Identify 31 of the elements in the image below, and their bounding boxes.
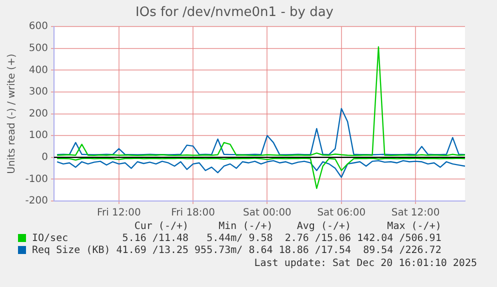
x-tick-label: Fri 12:00: [96, 208, 141, 219]
y-axis-title: Units read (-) / write (+): [6, 54, 18, 174]
x-tick-label: Sat 00:00: [243, 208, 292, 219]
text: 955.73m/ 8.64: [194, 244, 273, 256]
text: 18.86 /17.54: [278, 244, 352, 256]
text: 142.04 /506.91: [356, 232, 442, 244]
text: Last update: Sat Dec 20 16:01:10 2025: [254, 258, 477, 269]
text: Avg (-/+): [296, 220, 352, 232]
x-tick-label: Sat 06:00: [317, 208, 366, 219]
text: 89.54 /226.72: [362, 244, 442, 256]
y-tick-label: 600: [28, 21, 48, 32]
text: 41.69 /13.25: [115, 244, 189, 256]
legend-label: Req Size (KB): [31, 244, 110, 256]
text: 5.16 /11.48: [121, 232, 189, 244]
x-tick-label: Sat 12:00: [391, 208, 440, 219]
y-tick-label: 100: [28, 130, 48, 142]
text: 5.44m/ 9.58: [206, 232, 273, 244]
y-tick-label: 500: [28, 42, 48, 54]
legend-label: IO/sec: [31, 232, 70, 244]
text: Min (-/+): [218, 220, 273, 232]
y-tick-label: 400: [28, 64, 48, 76]
text: Max (-/+): [386, 220, 442, 232]
y-tick-label: 200: [28, 108, 48, 120]
y-tick-label: 0: [42, 152, 48, 163]
y-tick-label: 300: [28, 86, 48, 98]
x-tick-label: Fri 18:00: [171, 208, 216, 219]
text: 2.76 /15.06: [284, 232, 352, 244]
y-tick-label: -200: [25, 196, 48, 207]
chart-title: IOs for /dev/nvme0n1 - by day: [135, 5, 334, 20]
y-tick-label: -100: [25, 174, 48, 185]
text: Cur (-/+): [133, 220, 189, 232]
